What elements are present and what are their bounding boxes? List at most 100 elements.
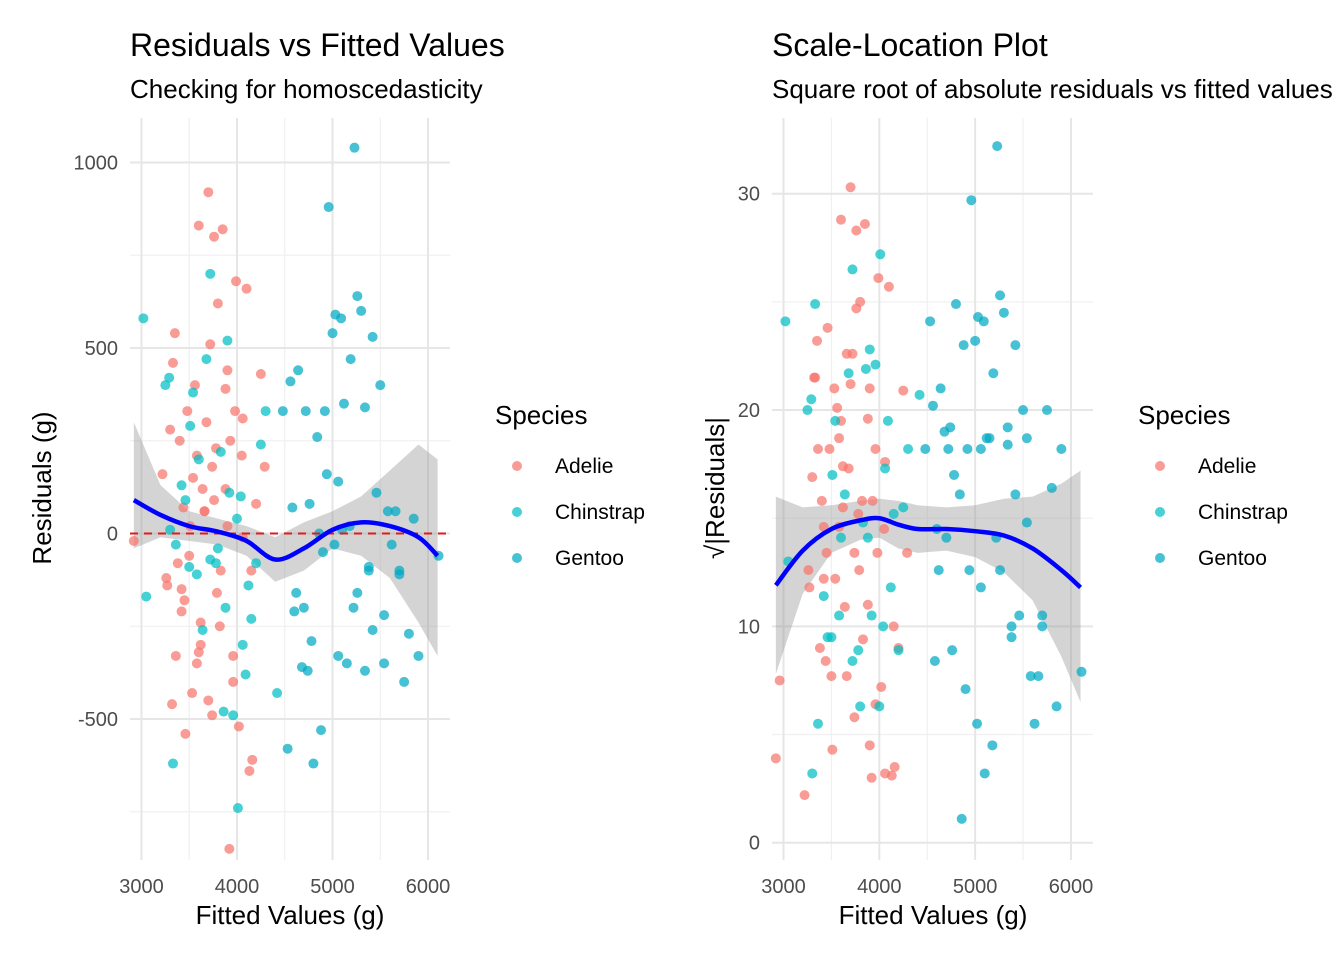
legend-label-adelie: Adelie [555, 455, 613, 478]
data-point-gentoo [1046, 482, 1057, 493]
data-point-adelie [841, 671, 852, 682]
residuals-vs-fitted-panel: Residuals vs Fitted Values Checking for … [27, 27, 645, 930]
data-point-adelie [821, 547, 832, 558]
x-axis-label: Fitted Values (g) [839, 900, 1028, 930]
data-point-chinstrap [802, 405, 813, 416]
data-point-gentoo [317, 547, 328, 558]
data-point-adelie [883, 281, 894, 292]
data-point-adelie [169, 328, 180, 339]
data-point-gentoo [321, 469, 332, 480]
chart-subtitle: Square root of absolute residuals vs fit… [772, 74, 1333, 104]
data-point-adelie [774, 675, 785, 686]
data-point-gentoo [960, 684, 971, 695]
data-point-chinstrap [870, 359, 881, 370]
data-point-chinstrap [914, 389, 925, 400]
data-point-chinstrap [184, 561, 195, 572]
data-point-gentoo [300, 406, 311, 417]
data-point-gentoo [352, 291, 363, 302]
data-point-adelie [247, 754, 258, 765]
data-point-gentoo [995, 290, 1006, 301]
data-point-adelie [241, 283, 252, 294]
y-axis-label: Residuals (g) [27, 411, 57, 564]
data-point-adelie [845, 182, 856, 193]
data-point-adelie [803, 565, 814, 576]
data-point-chinstrap [780, 316, 791, 327]
x-tick-label: 5000 [310, 876, 355, 898]
data-point-gentoo [941, 532, 952, 543]
data-point-gentoo [975, 443, 986, 454]
data-point-gentoo [1002, 439, 1013, 450]
data-point-adelie [220, 383, 231, 394]
data-point-chinstrap [855, 701, 866, 712]
data-point-gentoo [972, 718, 983, 729]
data-point-adelie [225, 435, 236, 446]
data-point-chinstrap [205, 554, 216, 565]
data-point-adelie [812, 335, 823, 346]
data-point-chinstrap [176, 480, 187, 491]
data-point-chinstrap [246, 613, 257, 624]
data-point-gentoo [970, 335, 981, 346]
data-point-adelie [858, 634, 869, 645]
data-point-gentoo [329, 539, 340, 550]
data-point-adelie [849, 712, 860, 723]
data-point-gentoo [920, 443, 931, 454]
data-point-chinstrap [205, 268, 216, 279]
data-point-adelie [872, 547, 883, 558]
data-point-adelie [211, 587, 222, 598]
data-point-adelie [880, 768, 891, 779]
data-point-chinstrap [170, 539, 181, 550]
data-point-chinstrap [224, 487, 235, 498]
data-point-chinstrap [167, 758, 178, 769]
data-point-adelie [172, 558, 183, 569]
loess-smooth-line [132, 498, 440, 562]
data-point-chinstrap [160, 380, 171, 391]
data-point-adelie [837, 502, 848, 513]
x-tick-label: 6000 [406, 876, 451, 898]
scale-location-panel: Scale-Location Plot Square root of absol… [700, 27, 1333, 930]
data-point-chinstrap [898, 502, 909, 513]
data-point-gentoo [1037, 610, 1048, 621]
data-point-chinstrap [220, 602, 231, 613]
data-point-chinstrap [810, 299, 821, 310]
data-point-adelie [879, 524, 890, 535]
data-point-adelie [864, 740, 875, 751]
x-tick-label: 5000 [953, 876, 998, 898]
data-point-adelie [236, 450, 247, 461]
data-point-adelie [215, 565, 226, 576]
data-point-gentoo [399, 676, 410, 687]
data-point-chinstrap [222, 335, 233, 346]
data-point-adelie [212, 298, 223, 309]
data-point-chinstrap [191, 569, 202, 580]
data-point-chinstrap [255, 439, 266, 450]
data-point-chinstrap [807, 768, 818, 779]
data-point-gentoo [403, 628, 414, 639]
data-point-adelie [231, 276, 242, 287]
legend-key-chinstrap [1155, 507, 1165, 517]
data-point-adelie [193, 220, 204, 231]
data-point-adelie [853, 508, 864, 519]
data-point-adelie [199, 506, 210, 517]
data-point-gentoo [998, 307, 1009, 318]
confidence-band [133, 422, 438, 656]
data-point-gentoo [979, 768, 990, 779]
data-point-gentoo [349, 142, 360, 153]
legend-key-gentoo [512, 553, 522, 563]
data-point-gentoo [375, 380, 386, 391]
data-point-gentoo [962, 443, 973, 454]
data-point-adelie [809, 372, 820, 383]
data-point-gentoo [367, 331, 378, 342]
data-point-adelie [876, 681, 887, 692]
x-axis-label: Fitted Values (g) [196, 900, 385, 930]
data-point-adelie [829, 383, 840, 394]
data-point-gentoo [282, 743, 293, 754]
data-point-adelie [902, 547, 913, 558]
data-point-adelie [835, 214, 846, 225]
data-point-adelie [167, 699, 178, 710]
data-point-gentoo [1018, 405, 1029, 416]
data-point-adelie [228, 676, 239, 687]
data-point-adelie [193, 647, 204, 658]
data-point-adelie [866, 772, 877, 783]
data-point-gentoo [933, 565, 944, 576]
data-point-chinstrap [864, 344, 875, 355]
data-point-gentoo [371, 487, 382, 498]
